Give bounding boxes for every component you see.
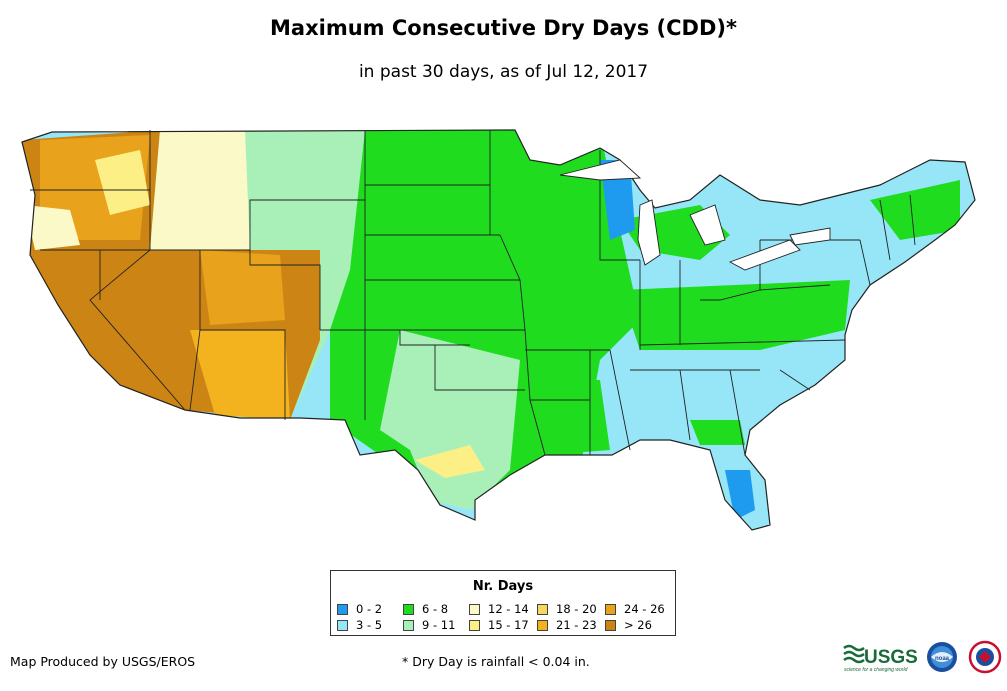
legend-grid: 0 - 2 3 - 5 6 - 8 9 - 11 12 - 14 15 - 17… (337, 601, 671, 633)
legend-item: 15 - 17 (469, 617, 537, 633)
legend-label: 0 - 2 (356, 602, 383, 616)
legend-swatch (469, 603, 480, 615)
legend-swatch (403, 603, 414, 615)
footnote: * Dry Day is rainfall < 0.04 in. (402, 654, 590, 669)
legend-item: 21 - 23 (537, 617, 605, 633)
map-credit: Map Produced by USGS/EROS (10, 654, 196, 669)
agency-logos: USGS science for a changing world noaa (843, 640, 1002, 674)
cdd-map (21, 129, 976, 531)
legend-item: 18 - 20 (537, 601, 605, 617)
legend-label: 18 - 20 (556, 602, 597, 616)
map-subtitle: in past 30 days, as of Jul 12, 2017 (358, 62, 649, 82)
legend-title: Nr. Days (472, 579, 534, 594)
legend-label: 6 - 8 (422, 602, 449, 616)
usgs-logo: USGS science for a changing world (843, 644, 918, 673)
legend-swatch (337, 619, 348, 631)
legend-swatch (605, 603, 616, 615)
legend-label: 12 - 14 (488, 602, 529, 616)
legend-swatch (469, 619, 480, 631)
legend-item: 0 - 2 (337, 601, 403, 617)
legend-item: 9 - 11 (403, 617, 469, 633)
legend-label: 21 - 23 (556, 618, 597, 632)
legend: Nr. Days 0 - 2 3 - 5 6 - 8 9 - 11 12 - 1… (330, 570, 676, 636)
nws-logo (968, 640, 1002, 674)
legend-label: 15 - 17 (488, 618, 529, 632)
legend-swatch (537, 619, 548, 631)
usgs-tagline: science for a changing world (844, 667, 908, 673)
legend-item: 12 - 14 (469, 601, 537, 617)
legend-swatch (605, 619, 616, 631)
legend-swatch (403, 619, 414, 631)
legend-swatch (537, 603, 548, 615)
legend-item: > 26 (605, 617, 671, 633)
legend-item: 24 - 26 (605, 601, 671, 617)
noaa-logo-text: noaa (935, 656, 950, 662)
legend-label: 9 - 11 (422, 618, 456, 632)
legend-label: 24 - 26 (624, 602, 665, 616)
great-lakes (559, 159, 831, 271)
legend-item: 6 - 8 (403, 601, 469, 617)
legend-label: 3 - 5 (356, 618, 383, 632)
state-borders (21, 129, 976, 531)
legend-item: 3 - 5 (337, 617, 403, 633)
usgs-logo-text: USGS (864, 647, 918, 668)
noaa-logo: noaa (927, 642, 957, 672)
legend-swatch (337, 603, 348, 615)
legend-label: > 26 (624, 618, 652, 632)
map-title: Maximum Consecutive Dry Days (CDD)* (270, 16, 737, 40)
